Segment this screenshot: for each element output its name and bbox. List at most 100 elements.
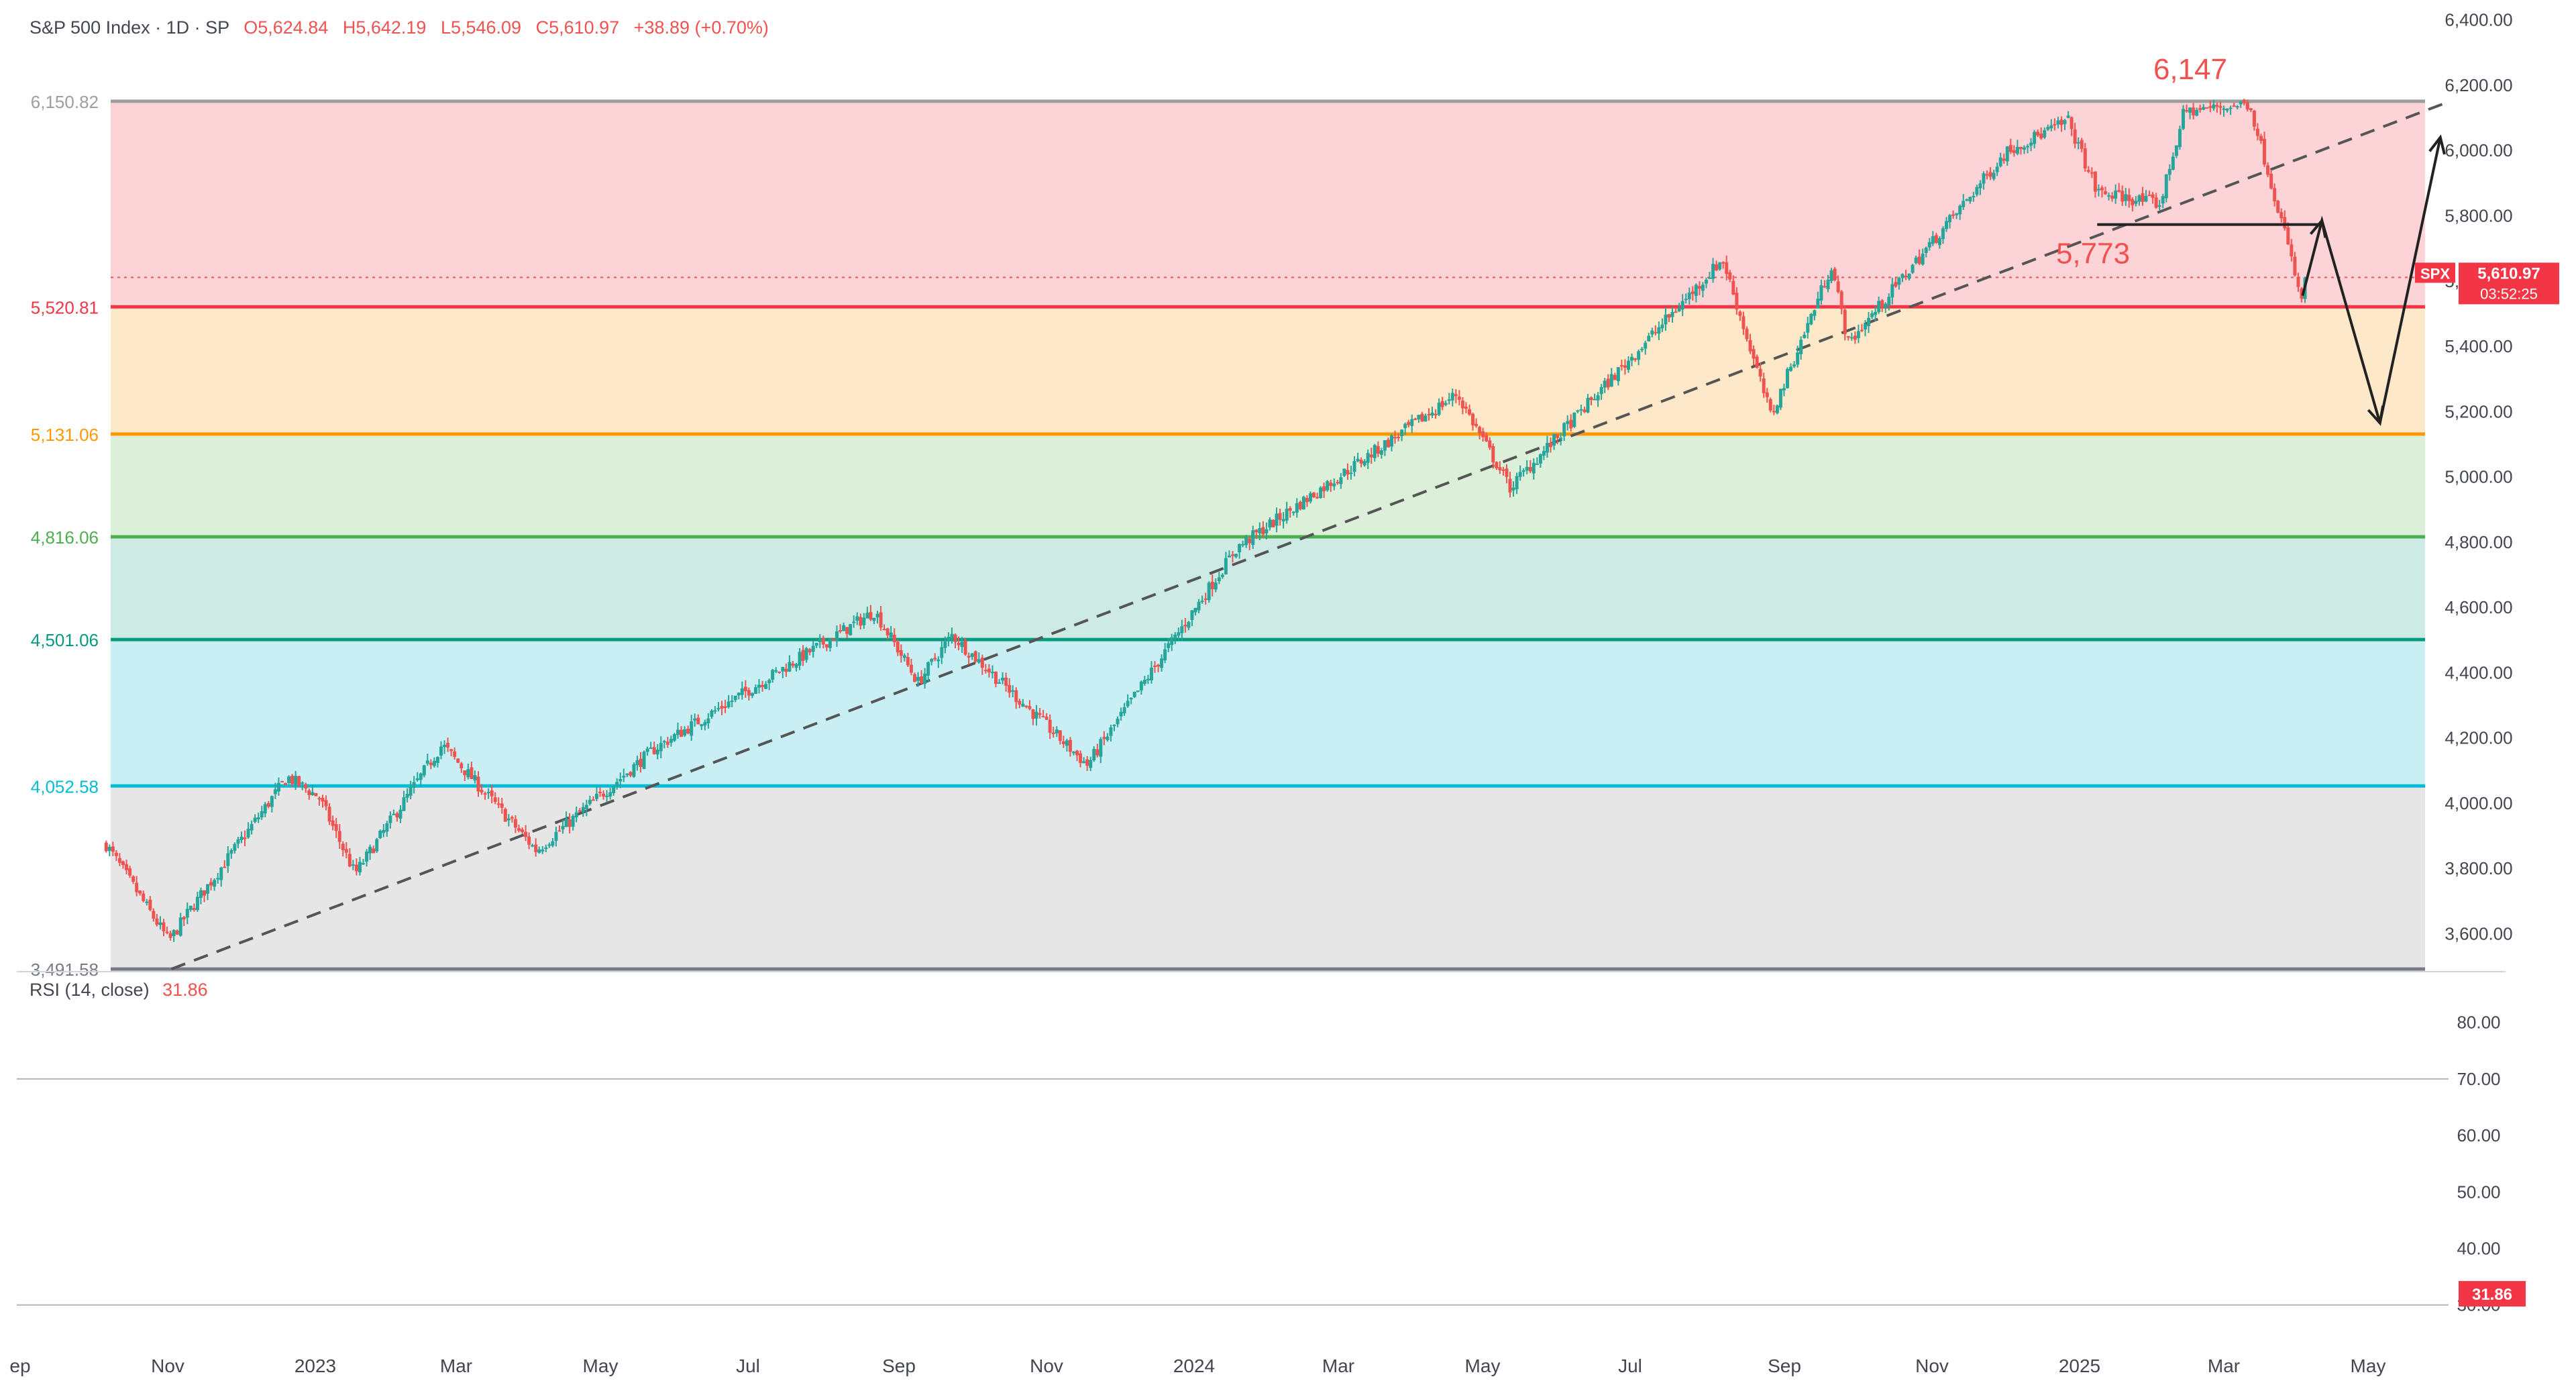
candle — [351, 864, 355, 866]
candle — [1220, 574, 1224, 577]
candle — [2157, 205, 2161, 207]
candle — [1464, 407, 1468, 409]
time-tick-label: May — [1465, 1355, 1501, 1376]
trendline — [170, 100, 2451, 970]
candle — [547, 844, 551, 846]
candle — [1139, 681, 1143, 690]
candle — [304, 784, 308, 789]
candle — [2080, 140, 2084, 149]
candle — [1613, 374, 1617, 380]
candle — [2008, 145, 2012, 152]
candle — [1244, 537, 1248, 546]
candle — [192, 908, 196, 911]
candle — [1609, 374, 1613, 387]
candle — [155, 918, 159, 925]
candle — [1562, 423, 1566, 437]
candle — [1183, 625, 1187, 627]
candle — [973, 651, 977, 662]
candle — [280, 781, 284, 783]
symbol-title[interactable]: S&P 500 Index · 1D · SP — [30, 17, 229, 38]
candle — [1778, 389, 1782, 408]
candle — [2283, 217, 2287, 229]
time-tick-label: May — [583, 1355, 619, 1376]
candle — [1238, 544, 1242, 553]
fib-level-label: 3,491.58 — [31, 960, 99, 980]
candle — [1230, 554, 1234, 556]
candle — [1410, 419, 1414, 426]
candle — [696, 717, 700, 725]
price-tick-label: 4,000.00 — [2445, 793, 2512, 813]
candle — [1227, 555, 1231, 558]
candle — [1400, 429, 1404, 437]
candle — [1968, 197, 1972, 202]
candle — [493, 797, 497, 802]
candle — [672, 734, 676, 741]
candle — [1552, 433, 1556, 446]
candle — [781, 667, 785, 672]
candle — [263, 804, 267, 814]
fib-level-label: 4,501.06 — [31, 630, 99, 650]
candle — [1430, 412, 1434, 416]
candle — [534, 844, 538, 852]
candle — [774, 670, 778, 672]
candle — [716, 708, 720, 710]
fib-band — [111, 639, 2425, 786]
candle — [1386, 440, 1390, 448]
candle — [172, 930, 176, 937]
support-label: 5,773 — [2056, 238, 2130, 270]
rsi-header: RSI (14, close) 31.86 — [30, 980, 208, 1000]
time-tick-label: Sep — [882, 1355, 916, 1376]
last-value-tags: SPX 5,610.97 03:52:25 31.86 — [2415, 262, 2559, 1307]
rsi-title[interactable]: RSI (14, close) — [30, 980, 150, 1000]
candle — [869, 612, 873, 620]
candle — [849, 623, 853, 635]
change-value: +38.89 (+0.70%) — [633, 17, 769, 38]
candle — [236, 839, 240, 844]
candle — [531, 845, 535, 847]
candle — [693, 718, 697, 721]
candle — [933, 658, 937, 660]
candle — [1690, 291, 1695, 295]
candle — [1102, 737, 1106, 739]
candle — [290, 776, 294, 784]
candle — [1126, 701, 1130, 707]
price-tick-label: 4,600.00 — [2445, 597, 2512, 617]
candle — [1549, 442, 1553, 448]
candle — [1644, 342, 1648, 349]
candle — [1501, 469, 1505, 471]
time-tick-label: 2025 — [2059, 1355, 2100, 1376]
price-tick-label: 4,200.00 — [2445, 728, 2512, 748]
candle — [2167, 168, 2171, 175]
candle — [1657, 327, 1661, 334]
candle — [1538, 454, 1542, 464]
rsi-tick-label: 80.00 — [2457, 1013, 2500, 1033]
candle — [347, 854, 352, 867]
candle — [1224, 558, 1228, 574]
candle — [625, 773, 629, 776]
candle — [2208, 106, 2212, 108]
candle — [615, 782, 619, 786]
candle — [1586, 397, 1590, 413]
candle — [1197, 601, 1201, 611]
candle — [334, 824, 338, 831]
candle — [1626, 360, 1630, 370]
candle — [977, 659, 981, 663]
candle — [970, 653, 974, 658]
candle — [229, 850, 233, 854]
candle — [2147, 195, 2151, 197]
candle — [1285, 509, 1289, 521]
candle — [1251, 530, 1255, 546]
candle — [111, 846, 115, 852]
candle — [1566, 421, 1570, 424]
candle — [213, 880, 217, 887]
close-value: C5,610.97 — [535, 17, 620, 38]
candle — [994, 671, 998, 684]
candle — [1312, 493, 1316, 497]
candle — [652, 747, 656, 754]
candle — [270, 796, 274, 807]
candle — [1680, 301, 1684, 310]
time-tick-label: May — [2351, 1355, 2386, 1376]
time-tick-label: 2023 — [294, 1355, 336, 1376]
candle — [117, 858, 121, 863]
